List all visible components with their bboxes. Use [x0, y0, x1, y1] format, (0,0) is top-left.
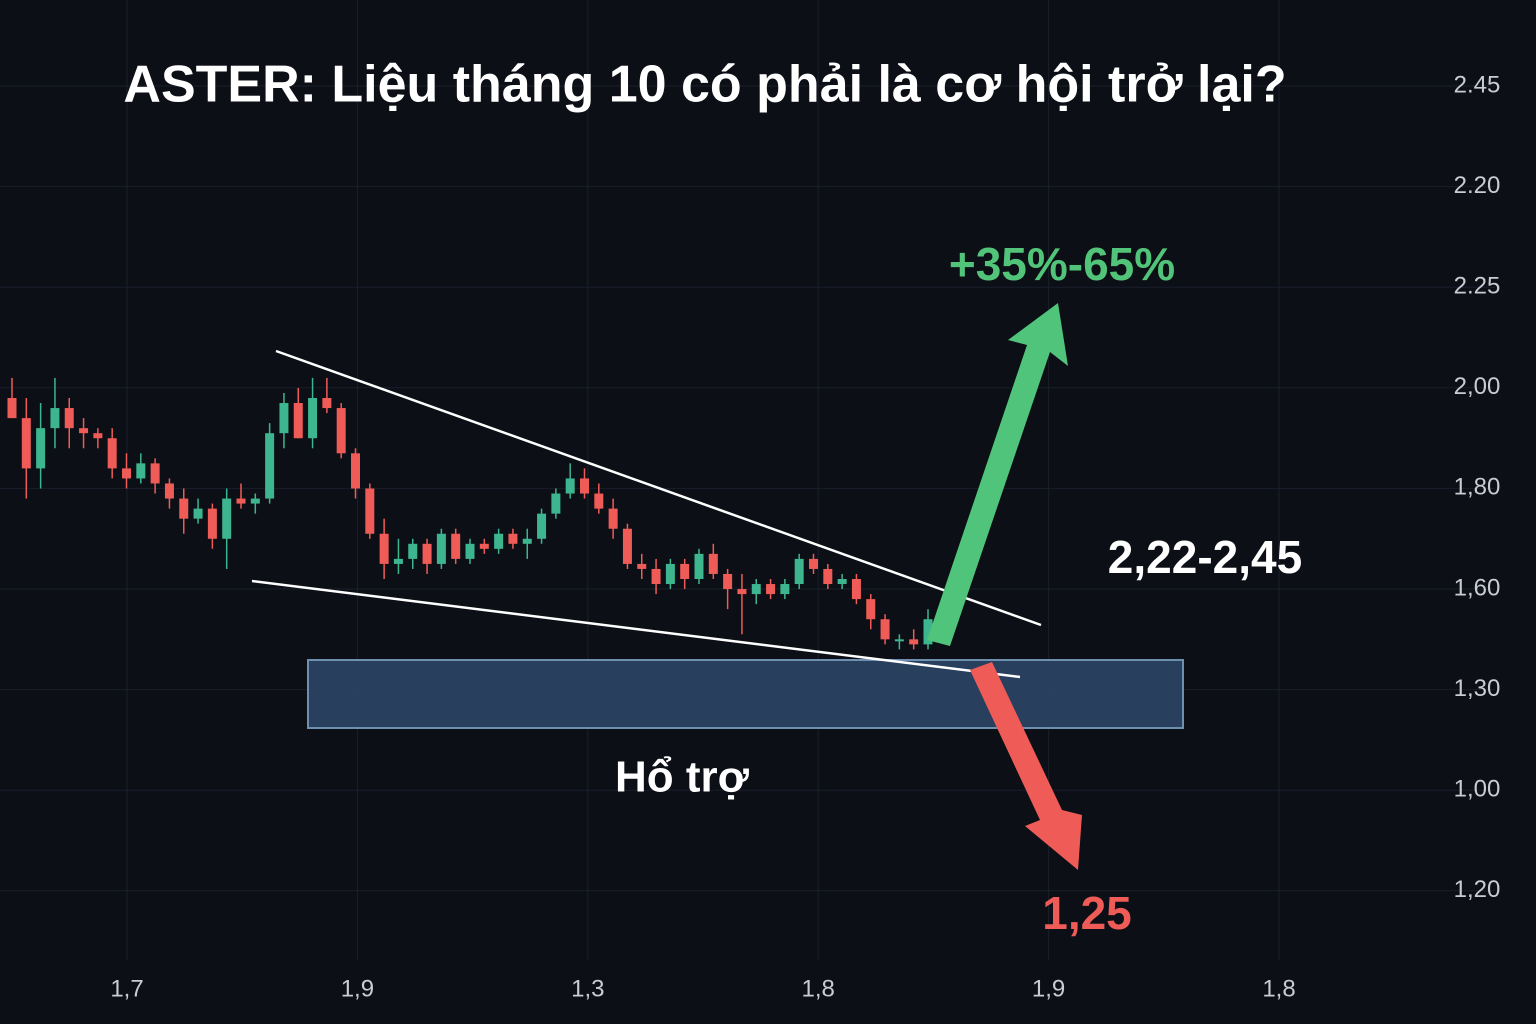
candle-body — [222, 498, 232, 539]
candle-body — [794, 558, 804, 585]
candle-body — [580, 478, 589, 494]
candle-body — [164, 483, 174, 499]
x-axis-label: 1,9 — [1032, 975, 1065, 1002]
up-arrow — [927, 303, 1068, 646]
down-arrow — [970, 662, 1082, 870]
candle-body — [651, 568, 661, 585]
candle-body — [365, 488, 375, 534]
candle-body — [236, 498, 246, 504]
candle-body — [637, 563, 647, 569]
y-axis-label: 2.25 — [1454, 273, 1501, 300]
y-axis-label: 2.20 — [1454, 172, 1501, 199]
candle-body — [766, 584, 776, 595]
candle-body — [379, 533, 389, 564]
candle-body — [894, 639, 904, 642]
candle-body — [293, 403, 303, 439]
candle-body — [723, 573, 733, 590]
candle-body — [7, 398, 17, 419]
candle-body — [308, 398, 318, 439]
y-axis-label: 1,20 — [1454, 876, 1501, 903]
candle-body — [866, 599, 876, 620]
candle-body — [36, 428, 46, 469]
candle-body — [608, 508, 618, 529]
candle-body — [522, 538, 532, 544]
candles — [7, 377, 933, 650]
candle-body — [250, 498, 260, 504]
y-axis-label: 1,80 — [1454, 474, 1501, 501]
candle-body — [551, 493, 561, 514]
candle-body — [537, 513, 547, 539]
chart-title: ASTER: Liệu tháng 10 có phải là cơ hội t… — [123, 56, 1286, 114]
candle-body — [665, 563, 675, 585]
candle-body — [122, 468, 131, 479]
range-label: 2,22-2,45 — [1108, 531, 1302, 583]
candle-body — [336, 408, 346, 454]
candle-body — [107, 438, 117, 469]
support-label: Hổ trợ — [615, 753, 750, 802]
candle-body — [622, 528, 632, 564]
candle-body — [694, 553, 704, 579]
candle-body — [393, 558, 403, 564]
resistance-line — [275, 349, 1042, 627]
candle-body — [21, 418, 31, 469]
candle-body — [823, 568, 833, 585]
candle-body — [594, 493, 604, 509]
candle-body — [179, 498, 189, 519]
down-target-label: 1,25 — [1042, 887, 1132, 939]
candle-body — [207, 508, 217, 539]
candle-body — [479, 543, 489, 549]
y-axis-label: 1,30 — [1454, 675, 1501, 702]
y-axis-label: 1,00 — [1454, 776, 1501, 803]
support-line — [251, 579, 1021, 679]
x-axis-label: 1,8 — [802, 975, 835, 1002]
candle-body — [508, 533, 518, 544]
y-axis-label: 2,00 — [1454, 373, 1501, 400]
up-target-label: +35%-65% — [949, 238, 1175, 290]
candle-body — [565, 478, 575, 494]
candle-body — [837, 579, 847, 585]
candle-body — [851, 579, 861, 600]
candle-body — [909, 639, 919, 645]
y-axis-label: 2.45 — [1454, 71, 1501, 98]
y-axis-label: 1,60 — [1454, 574, 1501, 601]
candle-body — [809, 558, 818, 569]
candle-body — [50, 408, 60, 429]
x-axis-label: 1,9 — [341, 975, 374, 1002]
support-zone — [307, 659, 1184, 729]
candle-body — [880, 619, 890, 640]
candle-body — [265, 433, 275, 499]
candle-body — [93, 433, 103, 439]
candle-body — [436, 533, 446, 564]
x-axis-label: 1,3 — [571, 975, 604, 1002]
candle-body — [451, 533, 461, 559]
candle-body — [494, 533, 504, 549]
x-axis-label: 1,8 — [1262, 975, 1295, 1002]
candle-body — [193, 508, 203, 519]
candle-body — [408, 543, 418, 559]
candle-body — [351, 453, 360, 489]
candle-body — [322, 398, 332, 409]
candle-body — [279, 403, 289, 434]
candle-body — [79, 428, 89, 434]
candle-body — [680, 563, 690, 579]
candle-body — [780, 584, 790, 595]
candle-body — [136, 463, 146, 479]
x-axis-label: 1,7 — [110, 975, 143, 1002]
candle-body — [64, 408, 74, 429]
candle-body — [150, 463, 160, 484]
candle-body — [465, 543, 475, 559]
candle-body — [422, 543, 432, 564]
candle-body — [737, 589, 747, 595]
candle-body — [923, 619, 933, 645]
candle-body — [708, 553, 718, 574]
candle-body — [751, 584, 761, 595]
